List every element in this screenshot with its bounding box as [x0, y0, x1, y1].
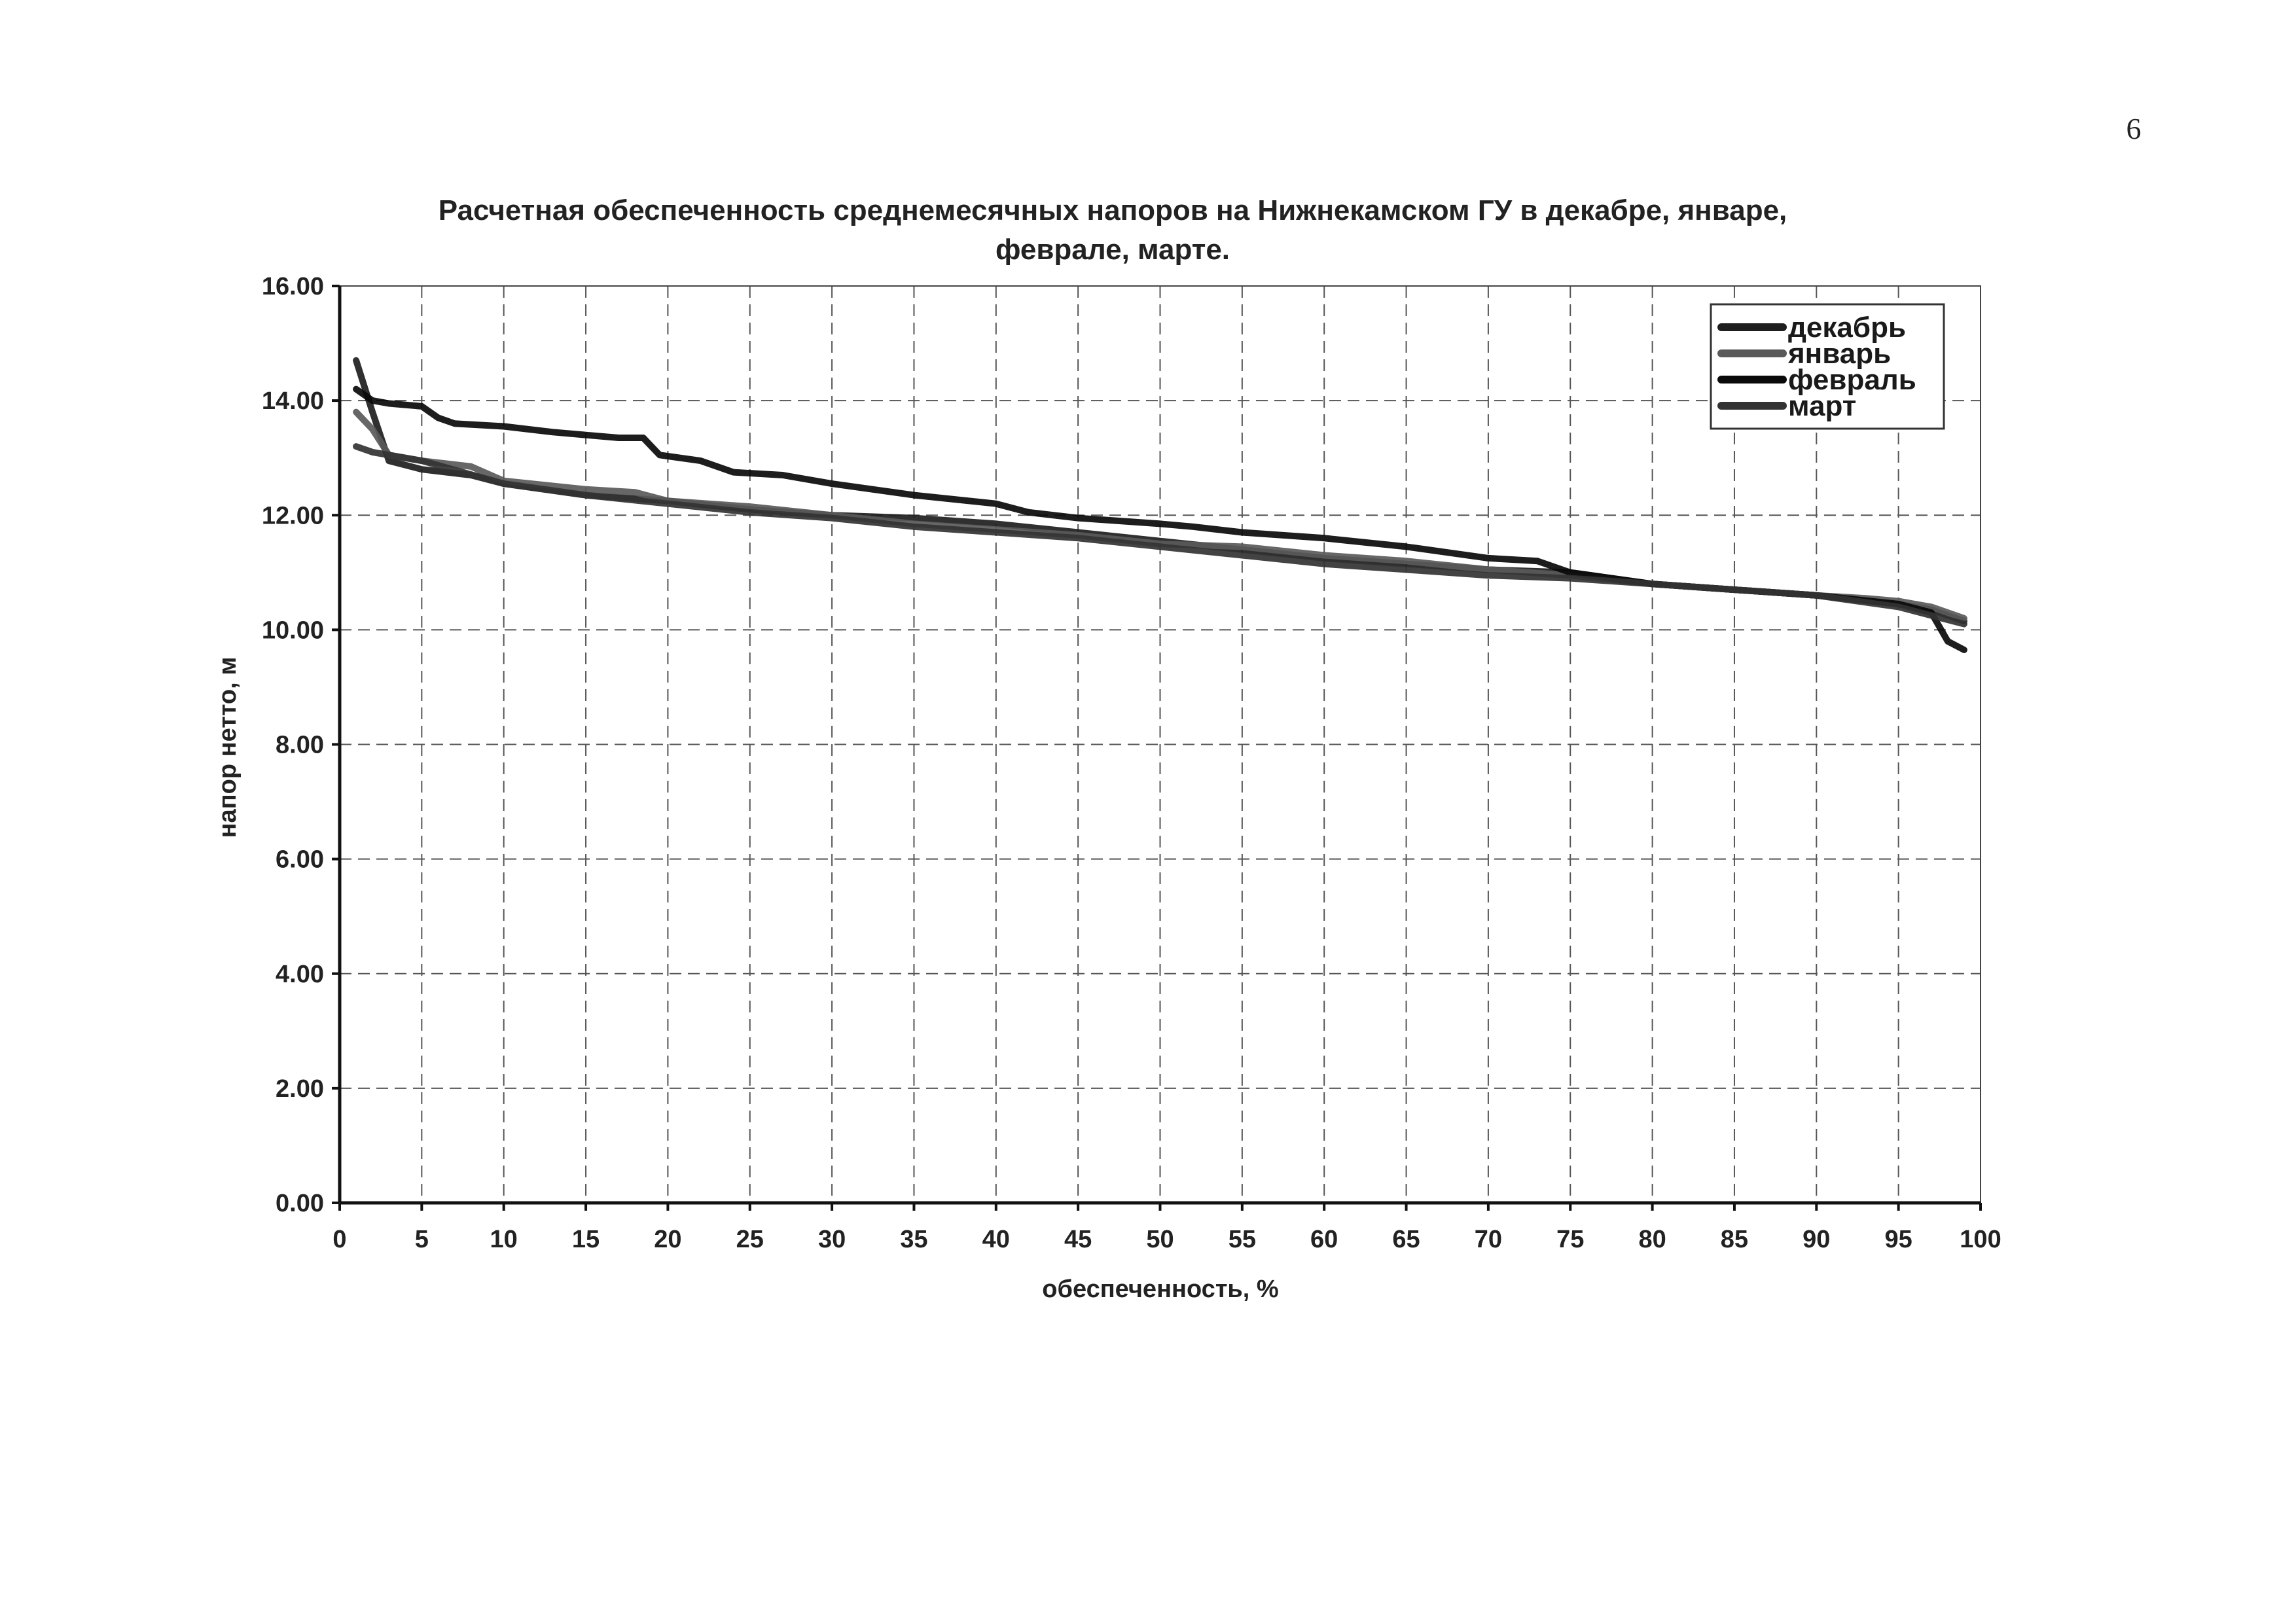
- x-tick-label: 50: [1146, 1226, 1174, 1253]
- y-tick-label: 6.00: [276, 846, 324, 874]
- x-tick-label: 10: [490, 1226, 518, 1253]
- x-tick-label: 60: [1310, 1226, 1338, 1253]
- x-tick-label: 55: [1229, 1226, 1256, 1253]
- y-tick-label: 10.00: [262, 616, 324, 644]
- x-tick-label: 35: [900, 1226, 927, 1253]
- x-tick-label: 5: [415, 1226, 429, 1253]
- x-tick-label: 30: [818, 1226, 846, 1253]
- chart-title: Расчетная обеспеченность среднемесячных …: [327, 191, 1898, 270]
- series-line-4: [353, 443, 1967, 628]
- legend-label: январь: [1787, 338, 1891, 370]
- x-tick-label: 90: [1803, 1226, 1830, 1253]
- legend-label: февраль: [1788, 364, 1916, 396]
- x-tick-label: 85: [1721, 1226, 1748, 1253]
- x-tick-label: 100: [1960, 1226, 2001, 1253]
- x-tick-label: 80: [1638, 1226, 1666, 1253]
- x-tick-label: 70: [1475, 1226, 1502, 1253]
- x-tick-label: 45: [1064, 1226, 1092, 1253]
- chart-title-line-2: феврале, марте.: [995, 234, 1230, 266]
- page-number: 6: [2126, 112, 2142, 145]
- x-tick-label: 65: [1392, 1226, 1420, 1253]
- y-tick-label: 16.00: [262, 273, 324, 300]
- y-tick-label: 0.00: [276, 1190, 324, 1217]
- chart-title-line-1: Расчетная обеспеченность среднемесячных …: [438, 194, 1787, 226]
- y-tick-label: 14.00: [262, 387, 324, 415]
- legend-label: декабрь: [1788, 312, 1906, 344]
- x-tick-label: 75: [1556, 1226, 1584, 1253]
- x-tick-label: 20: [654, 1226, 681, 1253]
- tick-labels: 0 5 10 15 20 25 30 35 40 45 50 55 60 65 70 75 80 85 90 95 10…: [262, 273, 2001, 1253]
- x-tick-label: 95: [1885, 1226, 1912, 1253]
- x-tick-label: 40: [982, 1226, 1010, 1253]
- legend-label: март: [1788, 390, 1856, 422]
- series-lines: [353, 357, 1967, 653]
- x-axis-label: обеспеченность, %: [1042, 1275, 1278, 1303]
- x-tick-label: 0: [332, 1226, 346, 1253]
- y-tick-label: 8.00: [276, 732, 324, 759]
- axes: [332, 285, 1982, 1211]
- y-tick-label: 2.00: [276, 1075, 324, 1103]
- x-tick-label: 15: [572, 1226, 600, 1253]
- grid: [340, 285, 1981, 1203]
- x-tick-label: 25: [736, 1226, 764, 1253]
- y-tick-label: 12.00: [262, 502, 324, 529]
- y-axis-label: напор нетто, м: [214, 657, 242, 838]
- y-tick-label: 4.00: [276, 961, 324, 988]
